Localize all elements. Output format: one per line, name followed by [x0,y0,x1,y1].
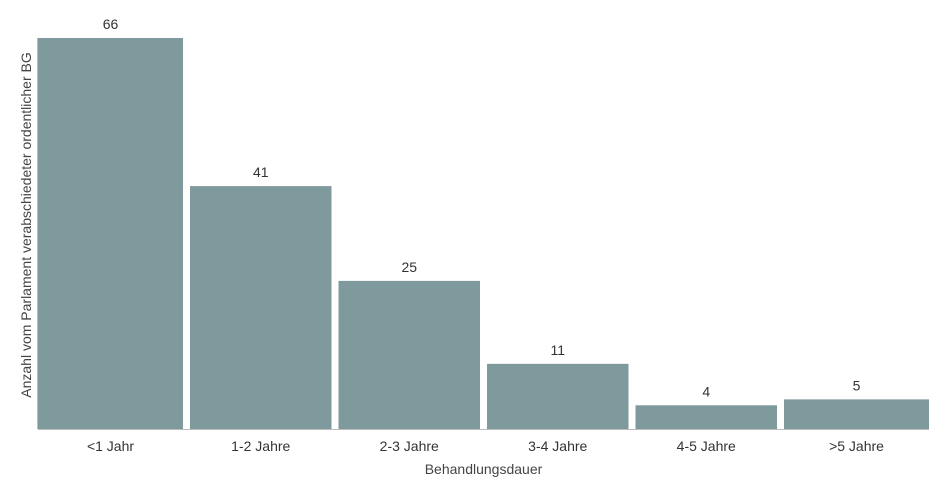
data-label: 41 [253,164,269,180]
bar [338,280,480,429]
x-tick-label: <1 Jahr [87,438,134,454]
x-axis-title: Behandlungsdauer [425,461,543,477]
data-label: 66 [103,16,119,32]
bar [190,186,332,429]
x-tick-label: 3-4 Jahre [528,438,587,454]
data-label: 25 [401,259,417,275]
y-axis-title: Anzahl vom Parlament verabschiedeter ord… [18,52,34,398]
data-labels: 66 41 25 11 4 5 [103,16,861,399]
data-label: 5 [853,377,861,393]
x-tick-label: 2-3 Jahre [380,438,439,454]
data-label: 11 [550,342,565,358]
bar [635,405,777,429]
bar [38,38,183,429]
bar [487,363,629,429]
x-tick-label: 1-2 Jahre [231,438,290,454]
bar [784,399,929,429]
data-label: 4 [702,383,710,399]
bars-group [38,38,929,429]
x-tick-labels: <1 Jahr 1-2 Jahre 2-3 Jahre 3-4 Jahre 4-5 Ja… [87,438,884,454]
x-tick-label: >5 Jahre [829,438,884,454]
x-tick-label: 4-5 Jahre [677,438,736,454]
